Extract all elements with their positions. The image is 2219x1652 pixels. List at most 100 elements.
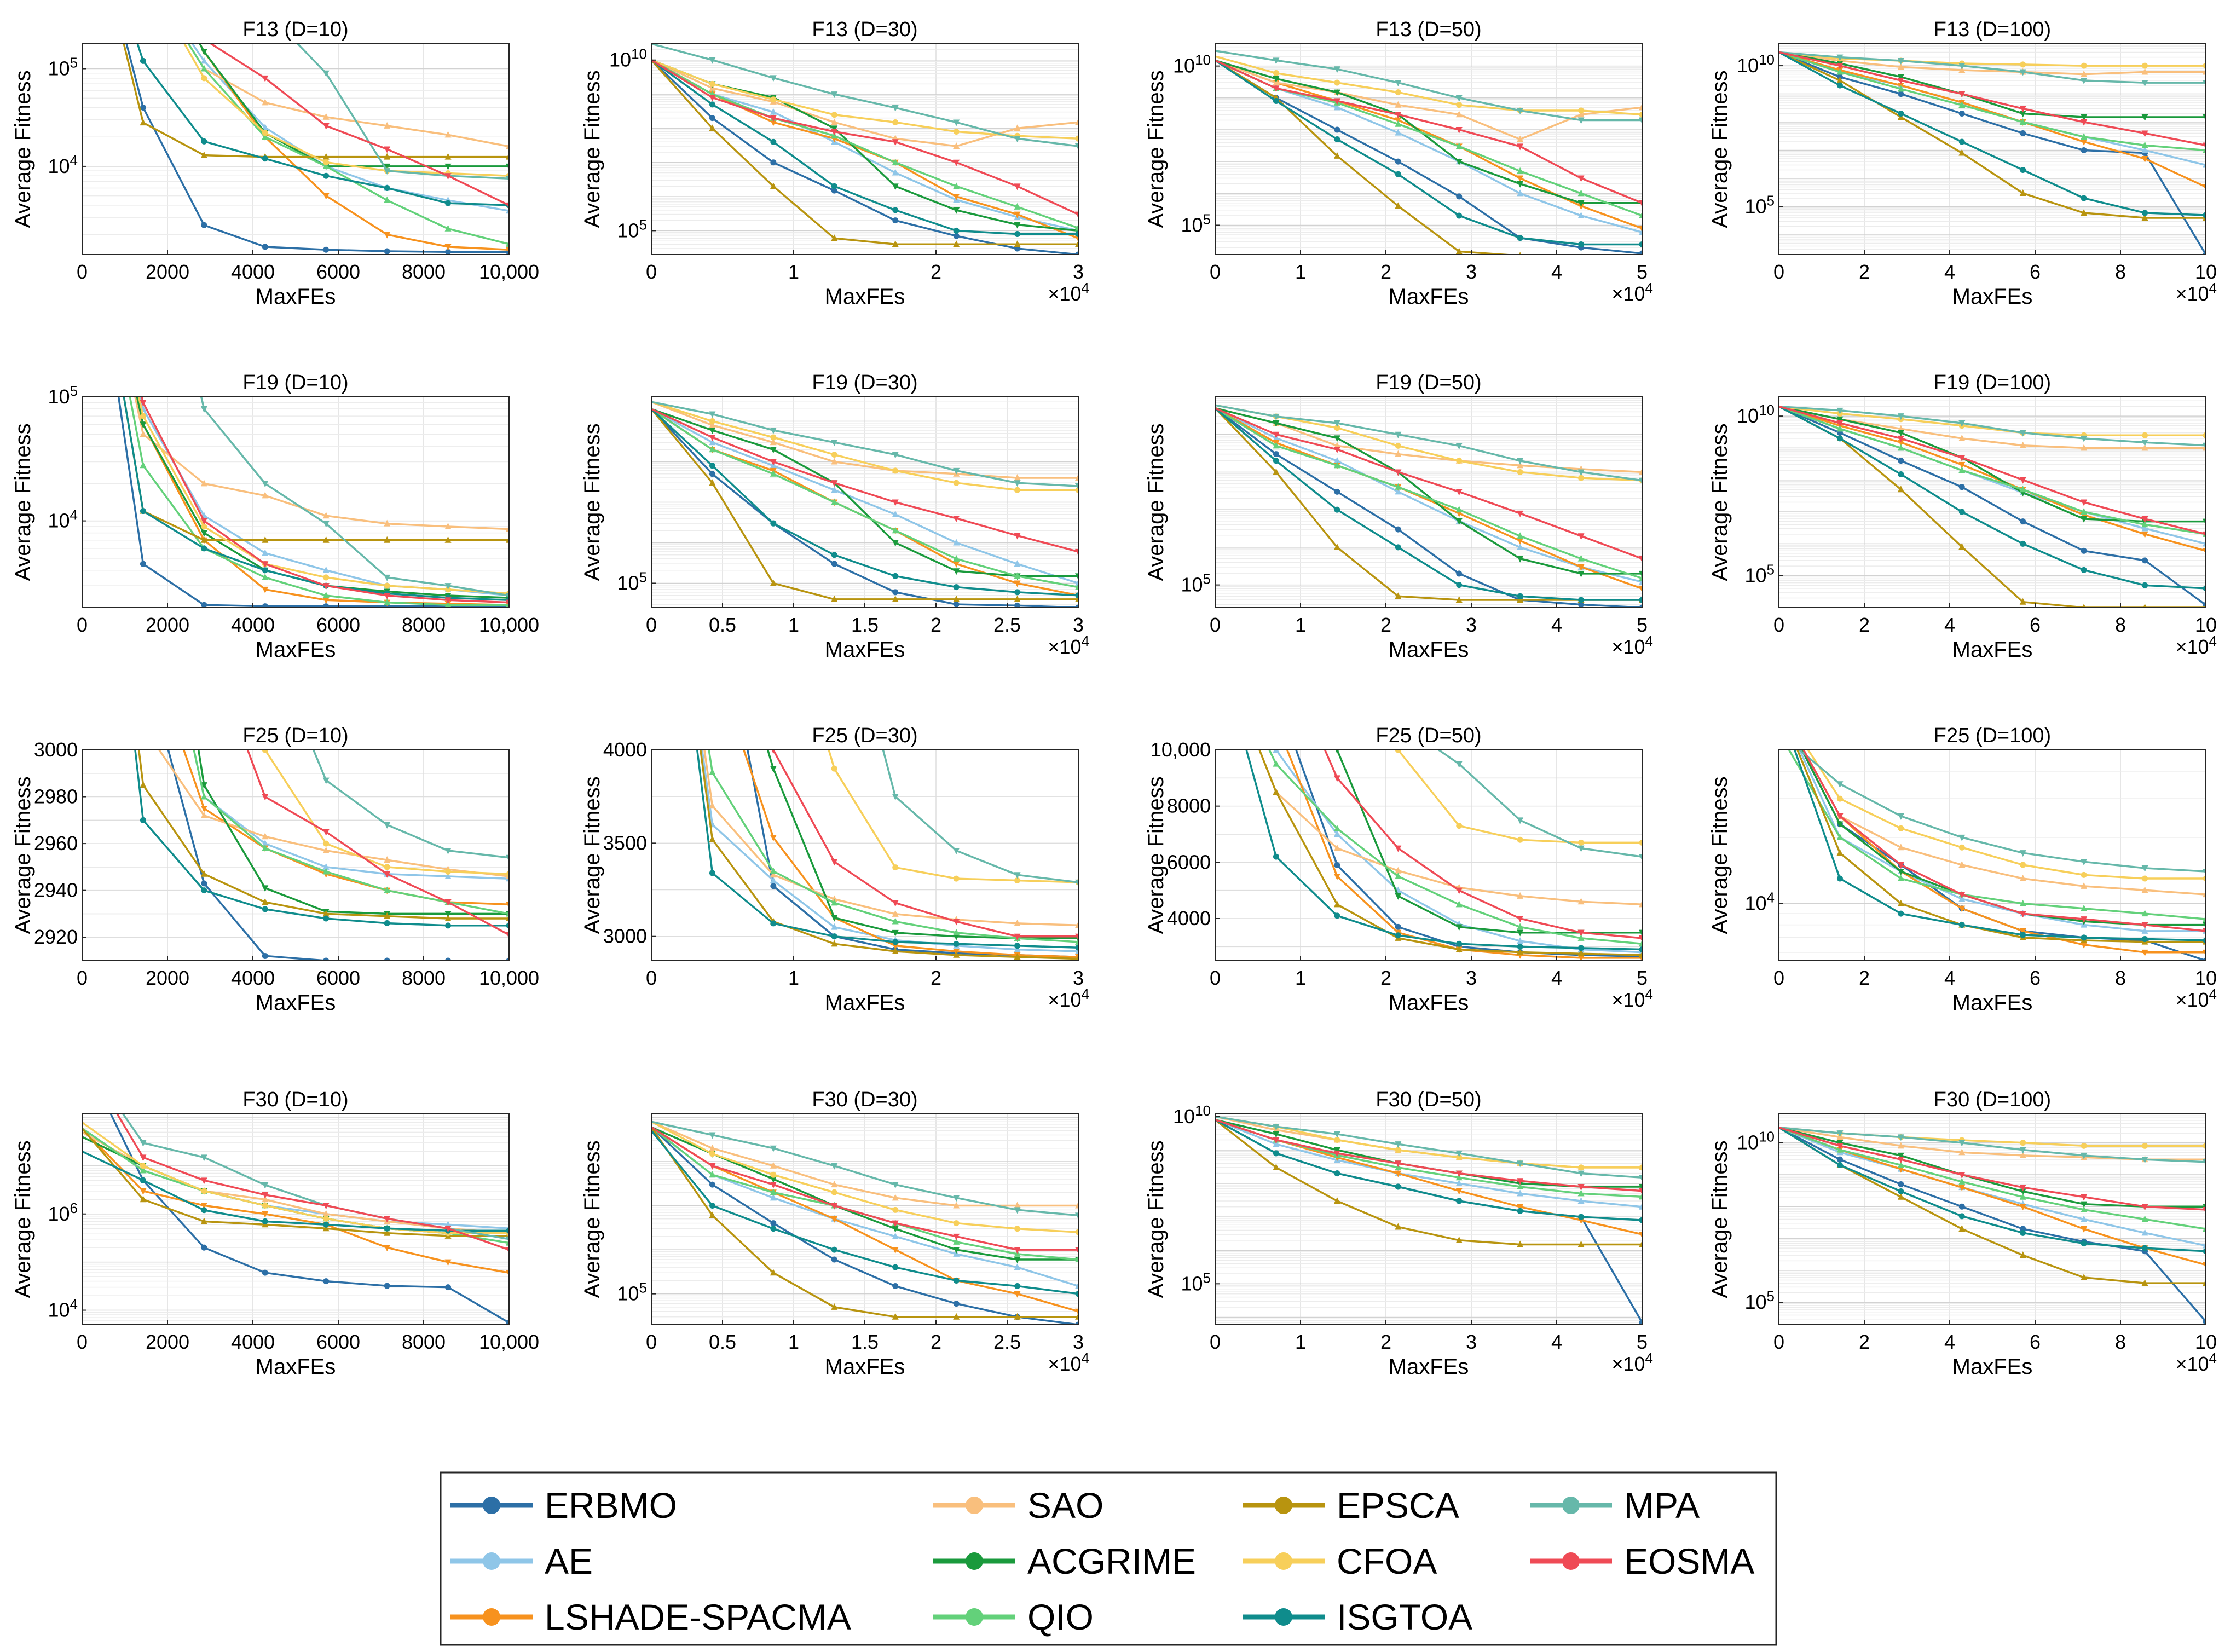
marker-erbmo: [323, 1278, 330, 1285]
marker-eosma: [140, 1154, 147, 1162]
marker-sao: [831, 458, 838, 465]
x-tick-label: 0: [1773, 261, 1784, 283]
marker-qio: [262, 844, 269, 851]
marker-epsca: [200, 151, 207, 158]
marker-ae: [322, 566, 330, 573]
marker-acgrime: [770, 766, 777, 773]
series-line-qio: [1779, 405, 2206, 535]
marker-epsca: [953, 240, 960, 247]
marker-sao: [831, 118, 838, 125]
marker-eosma: [1836, 1143, 1844, 1150]
series-line-lshade-spacma: [1215, 407, 1642, 590]
marker-isgtoa: [953, 1277, 960, 1284]
series-line-qio: [187, 44, 509, 245]
marker-epsca: [1395, 592, 1402, 599]
series-line-eosma: [1215, 59, 1642, 204]
marker-ae: [2141, 524, 2148, 532]
x-tick-label: 10: [2195, 1331, 2217, 1353]
marker-qio: [2081, 508, 2088, 515]
x-tick-label: 6: [2030, 261, 2041, 283]
series-line-qio: [708, 750, 1078, 943]
x-tick-label: 5: [1637, 261, 1648, 283]
marker-cfoa: [1639, 839, 1642, 846]
series-line-cfoa: [1215, 55, 1642, 115]
marker-mpa: [1273, 57, 1280, 65]
marker-erbmo: [892, 217, 899, 224]
marker-erbmo: [506, 957, 509, 961]
marker-mpa: [2081, 435, 2088, 442]
x-tick-label: 8000: [402, 1331, 446, 1353]
marker-qio: [200, 793, 207, 800]
marker-isgtoa: [2020, 1229, 2026, 1236]
marker-eosma: [953, 919, 960, 926]
series-line-epsca: [82, 1128, 509, 1237]
marker-isgtoa: [892, 207, 899, 213]
x-tick-label: 0: [77, 1331, 88, 1353]
marker-isgtoa: [1958, 922, 1965, 928]
marker-epsca: [1836, 76, 1844, 83]
marker-mpa: [1334, 635, 1340, 642]
marker-eosma: [1395, 469, 1402, 476]
marker-erbmo: [770, 883, 777, 889]
marker-erbmo: [140, 105, 146, 111]
marker-eosma: [140, 400, 147, 407]
marker-mpa: [444, 583, 452, 590]
x-tick-label: 2: [1859, 1331, 1870, 1353]
series-line-cfoa: [651, 401, 1078, 491]
series-line-acgrime: [1215, 407, 1642, 575]
marker-cfoa: [2020, 862, 2026, 868]
marker-lshade-spacma: [2081, 1226, 2088, 1233]
x-tick-label: 2: [1859, 967, 1870, 989]
marker-ae: [2203, 540, 2206, 547]
series-line-mpa: [1215, 50, 1642, 122]
legend-entry-eosma: EOSMA: [1530, 1541, 1754, 1581]
marker-qio: [892, 158, 899, 165]
marker-ae: [2203, 1241, 2206, 1249]
axes-frame: [82, 749, 510, 961]
marker-isgtoa: [1395, 171, 1401, 177]
marker-eosma: [1455, 489, 1463, 496]
marker-lshade-spacma: [1639, 226, 1642, 233]
series-line-epsca: [651, 59, 1078, 245]
marker-eosma: [2203, 531, 2206, 538]
marker-lshade-spacma: [200, 805, 207, 812]
y-tick-label: 105: [617, 216, 647, 241]
marker-cfoa: [1517, 469, 1523, 475]
marker-sao: [1014, 919, 1021, 926]
marker-lshade-spacma: [892, 1247, 899, 1254]
marker-acgrime: [1836, 416, 1844, 423]
marker-acgrime: [1897, 869, 1904, 876]
marker-lshade-spacma: [1958, 905, 1966, 912]
marker-ae: [1014, 560, 1021, 567]
marker-ae: [1075, 579, 1078, 586]
marker-acgrime: [1639, 570, 1642, 577]
series-line-erbmo: [117, 397, 509, 608]
marker-ae: [892, 169, 899, 176]
marker-isgtoa: [323, 1221, 330, 1228]
x-tick-label: 8: [2115, 967, 2126, 989]
marker-mpa: [1897, 813, 1904, 820]
marker-qio: [2019, 1193, 2026, 1200]
marker-cfoa: [892, 467, 899, 474]
marker-lshade-spacma: [384, 1245, 391, 1252]
marker-qio: [709, 768, 716, 775]
series-line-qio: [1779, 51, 2206, 152]
y-tick-label: 2980: [34, 785, 78, 808]
marker-sao: [444, 131, 452, 138]
marker-cfoa: [892, 119, 899, 125]
x-tick-label: 0: [77, 967, 88, 989]
marker-qio: [384, 598, 391, 605]
marker-lshade-spacma: [2203, 949, 2206, 956]
marker-eosma: [506, 599, 509, 606]
marker-eosma: [2019, 477, 2026, 484]
marker-acgrime: [892, 929, 899, 937]
x-tick-label: 6000: [316, 1331, 360, 1353]
marker-eosma: [2141, 1204, 2148, 1211]
marker-erbmo: [384, 957, 390, 961]
marker-cfoa: [323, 1215, 330, 1222]
marker-acgrime: [1014, 222, 1021, 229]
marker-acgrime: [1273, 691, 1279, 697]
marker-mpa: [1014, 136, 1021, 143]
marker-isgtoa: [1075, 944, 1078, 951]
marker-eosma: [322, 1203, 330, 1210]
